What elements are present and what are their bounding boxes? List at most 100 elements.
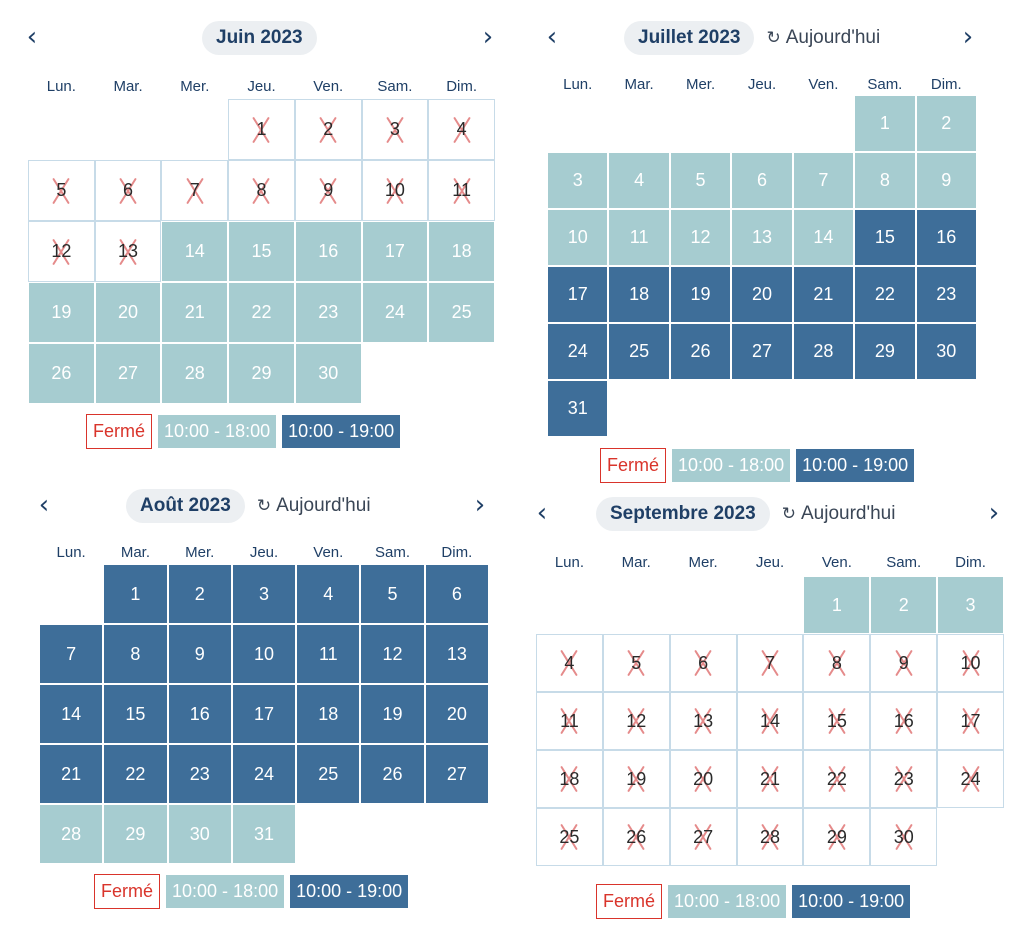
day-cell[interactable]: 3 [547,152,609,209]
day-cell[interactable]: 14 [736,692,804,750]
day-cell[interactable]: 7 [736,634,804,692]
day-cell[interactable]: 1 [854,95,916,152]
day-cell[interactable]: 19 [602,750,670,808]
day-cell[interactable]: 15 [803,692,871,750]
chevron-left-icon[interactable]: ‹ [536,498,548,528]
day-cell[interactable]: 27 [94,343,162,404]
day-cell[interactable]: 4 [608,152,670,209]
day-cell[interactable]: 14 [161,221,229,282]
day-cell[interactable]: 1 [228,99,295,160]
day-cell[interactable]: 5 [602,634,670,692]
day-cell[interactable]: 7 [39,624,104,684]
day-cell[interactable]: 23 [167,744,232,804]
day-cell[interactable]: 19 [28,282,95,343]
chevron-left-icon[interactable]: ‹ [26,22,38,52]
day-cell[interactable]: 13 [94,221,162,282]
day-cell[interactable]: 13 [731,209,793,266]
day-cell[interactable]: 21 [39,744,104,804]
day-cell[interactable]: 30 [167,804,232,864]
day-cell[interactable]: 24 [937,750,1004,808]
chevron-right-icon[interactable]: › [482,22,494,52]
day-cell[interactable]: 24 [361,282,429,343]
day-cell[interactable]: 31 [231,804,297,864]
day-cell[interactable]: 3 [937,576,1004,634]
day-cell[interactable]: 30 [870,808,938,866]
day-cell[interactable]: 9 [167,624,232,684]
day-cell[interactable]: 5 [360,564,425,624]
day-cell[interactable]: 13 [424,624,489,684]
day-cell[interactable]: 17 [937,692,1004,750]
day-cell[interactable]: 6 [669,634,737,692]
day-cell[interactable]: 14 [39,684,104,744]
day-cell[interactable]: 31 [547,380,609,437]
day-cell[interactable]: 1 [803,576,871,634]
chevron-left-icon[interactable]: ‹ [546,22,558,52]
day-cell[interactable]: 16 [915,209,977,266]
day-cell[interactable]: 11 [296,624,361,684]
day-cell[interactable]: 16 [870,692,938,750]
day-cell[interactable]: 23 [915,266,977,323]
day-cell[interactable]: 19 [669,266,732,323]
day-cell[interactable]: 15 [228,221,295,282]
day-cell[interactable]: 29 [103,804,168,864]
day-cell[interactable]: 2 [294,99,362,160]
day-cell[interactable]: 28 [792,323,855,380]
day-cell[interactable]: 17 [361,221,429,282]
day-cell[interactable]: 12 [28,221,95,282]
day-cell[interactable]: 7 [161,160,229,221]
chevron-right-icon[interactable]: › [474,490,486,520]
today-button[interactable]: ↻ Aujourd'hui [257,495,371,517]
day-cell[interactable]: 25 [536,808,603,866]
day-cell[interactable]: 7 [792,152,855,209]
day-cell[interactable]: 30 [294,343,362,404]
day-cell[interactable]: 1 [103,564,168,624]
day-cell[interactable]: 5 [28,160,95,221]
day-cell[interactable]: 17 [547,266,609,323]
day-cell[interactable]: 2 [167,564,232,624]
day-cell[interactable]: 22 [228,282,295,343]
day-cell[interactable]: 18 [536,750,603,808]
day-cell[interactable]: 21 [792,266,855,323]
chevron-right-icon[interactable]: › [962,22,974,52]
day-cell[interactable]: 20 [424,684,489,744]
day-cell[interactable]: 4 [296,564,361,624]
day-cell[interactable]: 3 [361,99,429,160]
day-cell[interactable]: 10 [361,160,429,221]
day-cell[interactable]: 6 [731,152,793,209]
day-cell[interactable]: 25 [608,323,670,380]
day-cell[interactable]: 8 [803,634,871,692]
day-cell[interactable]: 27 [669,808,737,866]
today-button[interactable]: ↻ Aujourd'hui [766,27,880,49]
day-cell[interactable]: 12 [669,209,732,266]
day-cell[interactable]: 18 [428,221,495,282]
day-cell[interactable]: 27 [424,744,489,804]
day-cell[interactable]: 11 [608,209,670,266]
day-cell[interactable]: 16 [167,684,232,744]
day-cell[interactable]: 18 [296,684,361,744]
day-cell[interactable]: 28 [736,808,804,866]
day-cell[interactable]: 28 [161,343,229,404]
day-cell[interactable]: 12 [360,624,425,684]
day-cell[interactable]: 20 [731,266,793,323]
day-cell[interactable]: 4 [536,634,603,692]
day-cell[interactable]: 26 [602,808,670,866]
day-cell[interactable]: 17 [231,684,297,744]
day-cell[interactable]: 6 [94,160,162,221]
day-cell[interactable]: 15 [103,684,168,744]
day-cell[interactable]: 26 [360,744,425,804]
chevron-left-icon[interactable]: ‹ [38,490,50,520]
day-cell[interactable]: 9 [294,160,362,221]
day-cell[interactable]: 9 [915,152,977,209]
day-cell[interactable]: 8 [228,160,295,221]
day-cell[interactable]: 25 [428,282,495,343]
day-cell[interactable]: 27 [731,323,793,380]
day-cell[interactable]: 22 [103,744,168,804]
day-cell[interactable]: 29 [228,343,295,404]
day-cell[interactable]: 20 [94,282,162,343]
day-cell[interactable]: 29 [854,323,916,380]
today-button[interactable]: ↻ Aujourd'hui [782,503,896,525]
day-cell[interactable]: 10 [937,634,1004,692]
day-cell[interactable]: 12 [602,692,670,750]
day-cell[interactable]: 25 [296,744,361,804]
day-cell[interactable]: 14 [792,209,855,266]
